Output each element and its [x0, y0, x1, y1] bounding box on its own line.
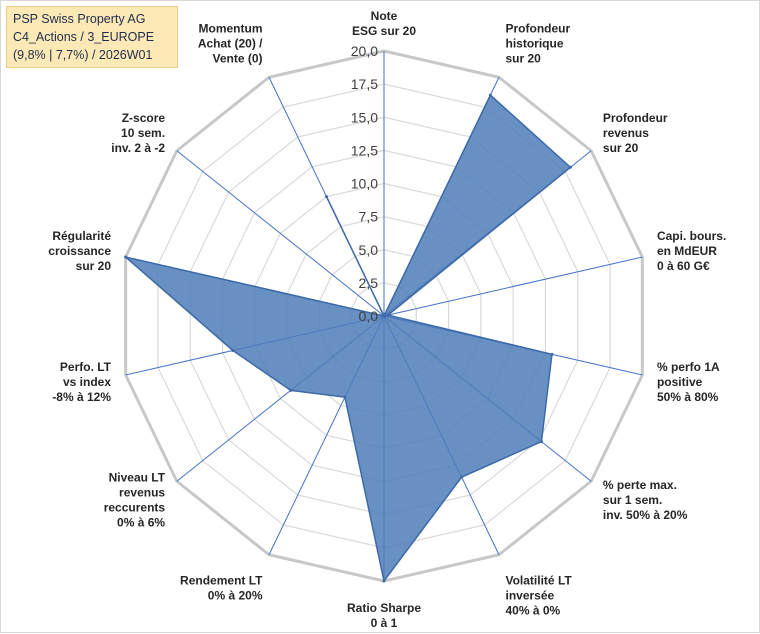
- title-line-category: C4_Actions / 3_EUROPE: [13, 30, 155, 44]
- tick-label: 5,0: [359, 242, 379, 258]
- axis-label: Régularité croissance sur 20: [48, 229, 111, 273]
- data-point: [231, 348, 235, 352]
- axis-label: Niveau LT revenus reccurents 0% à 6%: [104, 470, 166, 529]
- data-point: [382, 579, 386, 583]
- axis-label: Z-score 10 sem. inv. 2 à -2: [111, 111, 165, 155]
- tick-label: 20,0: [351, 43, 378, 59]
- axis-label: Rendement LT 0% à 20%: [180, 573, 263, 602]
- axis-label: Ratio Sharpe 0 à 1: [347, 601, 421, 630]
- series-area: [125, 93, 572, 583]
- axis-label: Volatilité LT inversée 40% à 0%: [505, 573, 572, 617]
- data-point: [488, 93, 492, 97]
- axis-label: Perfo. LT vs index -8% à 12%: [52, 360, 111, 404]
- title-line-company: PSP Swiss Property AG: [13, 12, 146, 26]
- chart-title-box: PSP Swiss Property AG C4_Actions / 3_EUR…: [6, 6, 178, 68]
- tick-label: 15,0: [351, 109, 378, 125]
- tick-label: 17,5: [351, 76, 378, 92]
- tick-label: 10,0: [351, 176, 378, 192]
- axis-spoke: [176, 150, 385, 317]
- data-point: [289, 388, 293, 392]
- tick-label: 12,5: [351, 142, 378, 158]
- data-point: [325, 195, 329, 199]
- data-point: [539, 440, 543, 444]
- axis-spoke: [383, 256, 643, 317]
- tick-label: 0,0: [359, 308, 379, 324]
- data-point: [124, 255, 128, 259]
- tick-label: 7,5: [359, 209, 379, 225]
- axis-label: Momentum Achat (20) / Vente (0): [198, 22, 263, 66]
- title-line-stats: (9,8% | 7,7%) / 2026W01: [13, 48, 153, 62]
- data-point: [382, 314, 386, 318]
- axis-label: Capi. bours. en MdEUR 0 à 60 G€: [657, 229, 726, 273]
- axis-label: Profondeur revenus sur 20: [603, 111, 668, 155]
- data-point: [460, 475, 464, 479]
- axis-label: % perfo 1A positive 50% à 80%: [657, 360, 720, 404]
- axis-label: % perte max. sur 1 sem. inv. 50% à 20%: [603, 478, 688, 522]
- axis-label: Profondeur historique sur 20: [505, 22, 570, 66]
- axis-label: Note ESG sur 20: [352, 9, 416, 38]
- data-point: [550, 352, 554, 356]
- data-point: [386, 313, 390, 317]
- tick-label: 2,5: [359, 275, 379, 291]
- data-point: [568, 165, 572, 169]
- data-point: [343, 395, 347, 399]
